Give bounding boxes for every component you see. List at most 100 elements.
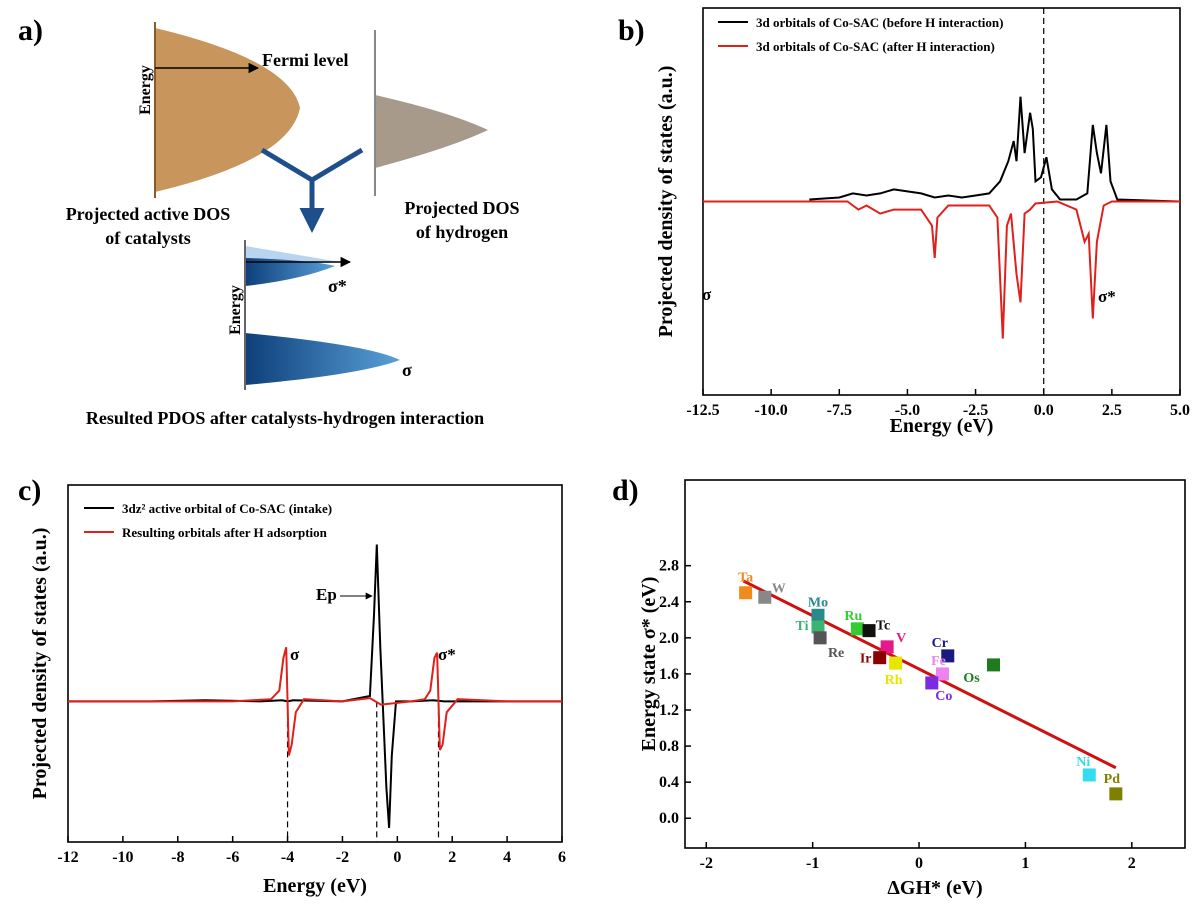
- y-axis-title: Projected density of states (a.u.): [29, 528, 51, 800]
- x-tick-label: -1: [806, 855, 819, 872]
- diagram: a) Fermi level Energy Projected active D…: [18, 14, 520, 428]
- panel-label: c): [18, 474, 41, 507]
- point: [941, 649, 955, 663]
- y-tick-label: 0.4: [659, 774, 679, 791]
- x-tick-label: 2.5: [1102, 402, 1122, 419]
- point: [987, 658, 1001, 672]
- point: [873, 651, 887, 665]
- x-axis-title: ΔGH* (eV): [887, 877, 982, 899]
- x-tick-label: 2: [1128, 855, 1136, 872]
- point-label: Mo: [808, 595, 828, 610]
- legend-label: Resulting orbitals after H adsorption: [122, 525, 328, 540]
- x-tick-label: -6: [226, 849, 239, 866]
- legend-label: 3dz² active orbital of Co-SAC (intake): [122, 501, 332, 516]
- point-label: Rh: [885, 673, 903, 688]
- panel-label: a): [18, 14, 43, 47]
- fermi-label: Fermi level: [262, 50, 348, 70]
- annotation: σ: [702, 285, 712, 304]
- caption: Resulted PDOS after catalysts-hydrogen i…: [86, 408, 484, 428]
- series-line: [68, 544, 562, 828]
- x-tick-label: 5.0: [1170, 402, 1190, 419]
- panel-label: b): [618, 14, 645, 47]
- bonding-dos: [245, 333, 400, 385]
- annotation: σ*: [1098, 287, 1116, 306]
- hydrogen-label: of hydrogen: [416, 222, 508, 242]
- x-tick-label: -4: [281, 849, 294, 866]
- y-tick-label: 0.0: [659, 810, 679, 827]
- series-line: [809, 96, 1181, 203]
- point-label: V: [896, 631, 906, 646]
- plot-frame: [67, 484, 563, 843]
- point: [925, 676, 939, 690]
- y-tick-label: 1.6: [659, 666, 679, 683]
- annotation: σ: [290, 645, 300, 664]
- energy-label: Energy: [227, 285, 244, 335]
- point: [813, 631, 827, 645]
- series-line: [68, 647, 562, 756]
- x-tick-label: -8: [171, 849, 184, 866]
- point: [811, 608, 825, 622]
- point: [850, 622, 864, 636]
- point: [880, 640, 894, 654]
- x-tick-label: -10: [112, 849, 133, 866]
- combine-arrow: [260, 147, 364, 228]
- catalyst-label: of catalysts: [105, 228, 190, 248]
- x-tick-label: -12.5: [686, 402, 719, 419]
- x-tick-label: 0.0: [1034, 402, 1054, 419]
- catalyst-label: Projected active DOS: [66, 204, 231, 224]
- x-tick-label: 0: [393, 849, 401, 866]
- hydrogen-dos: [375, 95, 488, 168]
- point-label: Re: [828, 646, 844, 661]
- antibonding-dos: [245, 258, 335, 286]
- energy-label: Energy: [137, 65, 154, 115]
- point-label: Fe: [931, 654, 946, 669]
- legend-label: 3d orbitals of Co-SAC (after H interacti…: [756, 39, 995, 54]
- x-axis-title: Energy (eV): [263, 875, 367, 897]
- sigma-star: σ*: [328, 276, 347, 296]
- y-tick-label: 2.8: [659, 558, 679, 575]
- x-tick-label: -12: [57, 849, 78, 866]
- x-tick-label: -5.0: [895, 402, 920, 419]
- point-label: Cr: [932, 636, 948, 651]
- point: [811, 620, 825, 634]
- y-axis-title: Projected density of states (a.u.): [655, 66, 677, 338]
- y-tick-label: 2.0: [659, 630, 679, 647]
- point: [739, 586, 753, 600]
- x-tick-label: -7.5: [827, 402, 852, 419]
- x-tick-label: 2: [448, 849, 456, 866]
- point-label: Os: [963, 671, 980, 686]
- point: [862, 624, 876, 638]
- x-tick-label: -2.5: [963, 402, 988, 419]
- x-tick-label: 6: [558, 849, 566, 866]
- point: [935, 667, 949, 681]
- point: [889, 656, 903, 670]
- point-label: Pd: [1104, 772, 1121, 787]
- point: [1109, 787, 1123, 801]
- x-tick-label: -10.0: [754, 402, 787, 419]
- point: [758, 590, 772, 604]
- x-tick-label: -2: [700, 855, 713, 872]
- fit-line: [742, 579, 1117, 770]
- y-tick-label: 2.4: [659, 594, 679, 611]
- point-label: Tc: [876, 619, 890, 634]
- plot-frame: [684, 479, 1186, 849]
- point-label: Ta: [738, 571, 753, 586]
- panel-label: d): [612, 474, 639, 507]
- point-label: W: [772, 581, 786, 596]
- x-tick-label: 0: [915, 855, 923, 872]
- x-tick-label: 4: [503, 849, 511, 866]
- y-axis-title: Energy state σ* (eV): [638, 577, 660, 752]
- point: [1082, 768, 1096, 782]
- point-label: Co: [935, 689, 952, 704]
- point-label: Ru: [844, 609, 862, 624]
- annotation: σ*: [438, 645, 456, 664]
- x-tick-label: -2: [336, 849, 349, 866]
- y-tick-label: 1.2: [659, 702, 679, 719]
- point-label: Ni: [1076, 755, 1090, 770]
- legend-label: 3d orbitals of Co-SAC (before H interact…: [756, 15, 1003, 30]
- y-tick-label: 0.8: [659, 738, 679, 755]
- series-line: [703, 200, 1180, 339]
- point-label: Ti: [795, 619, 808, 634]
- point-label: Ir: [860, 652, 872, 667]
